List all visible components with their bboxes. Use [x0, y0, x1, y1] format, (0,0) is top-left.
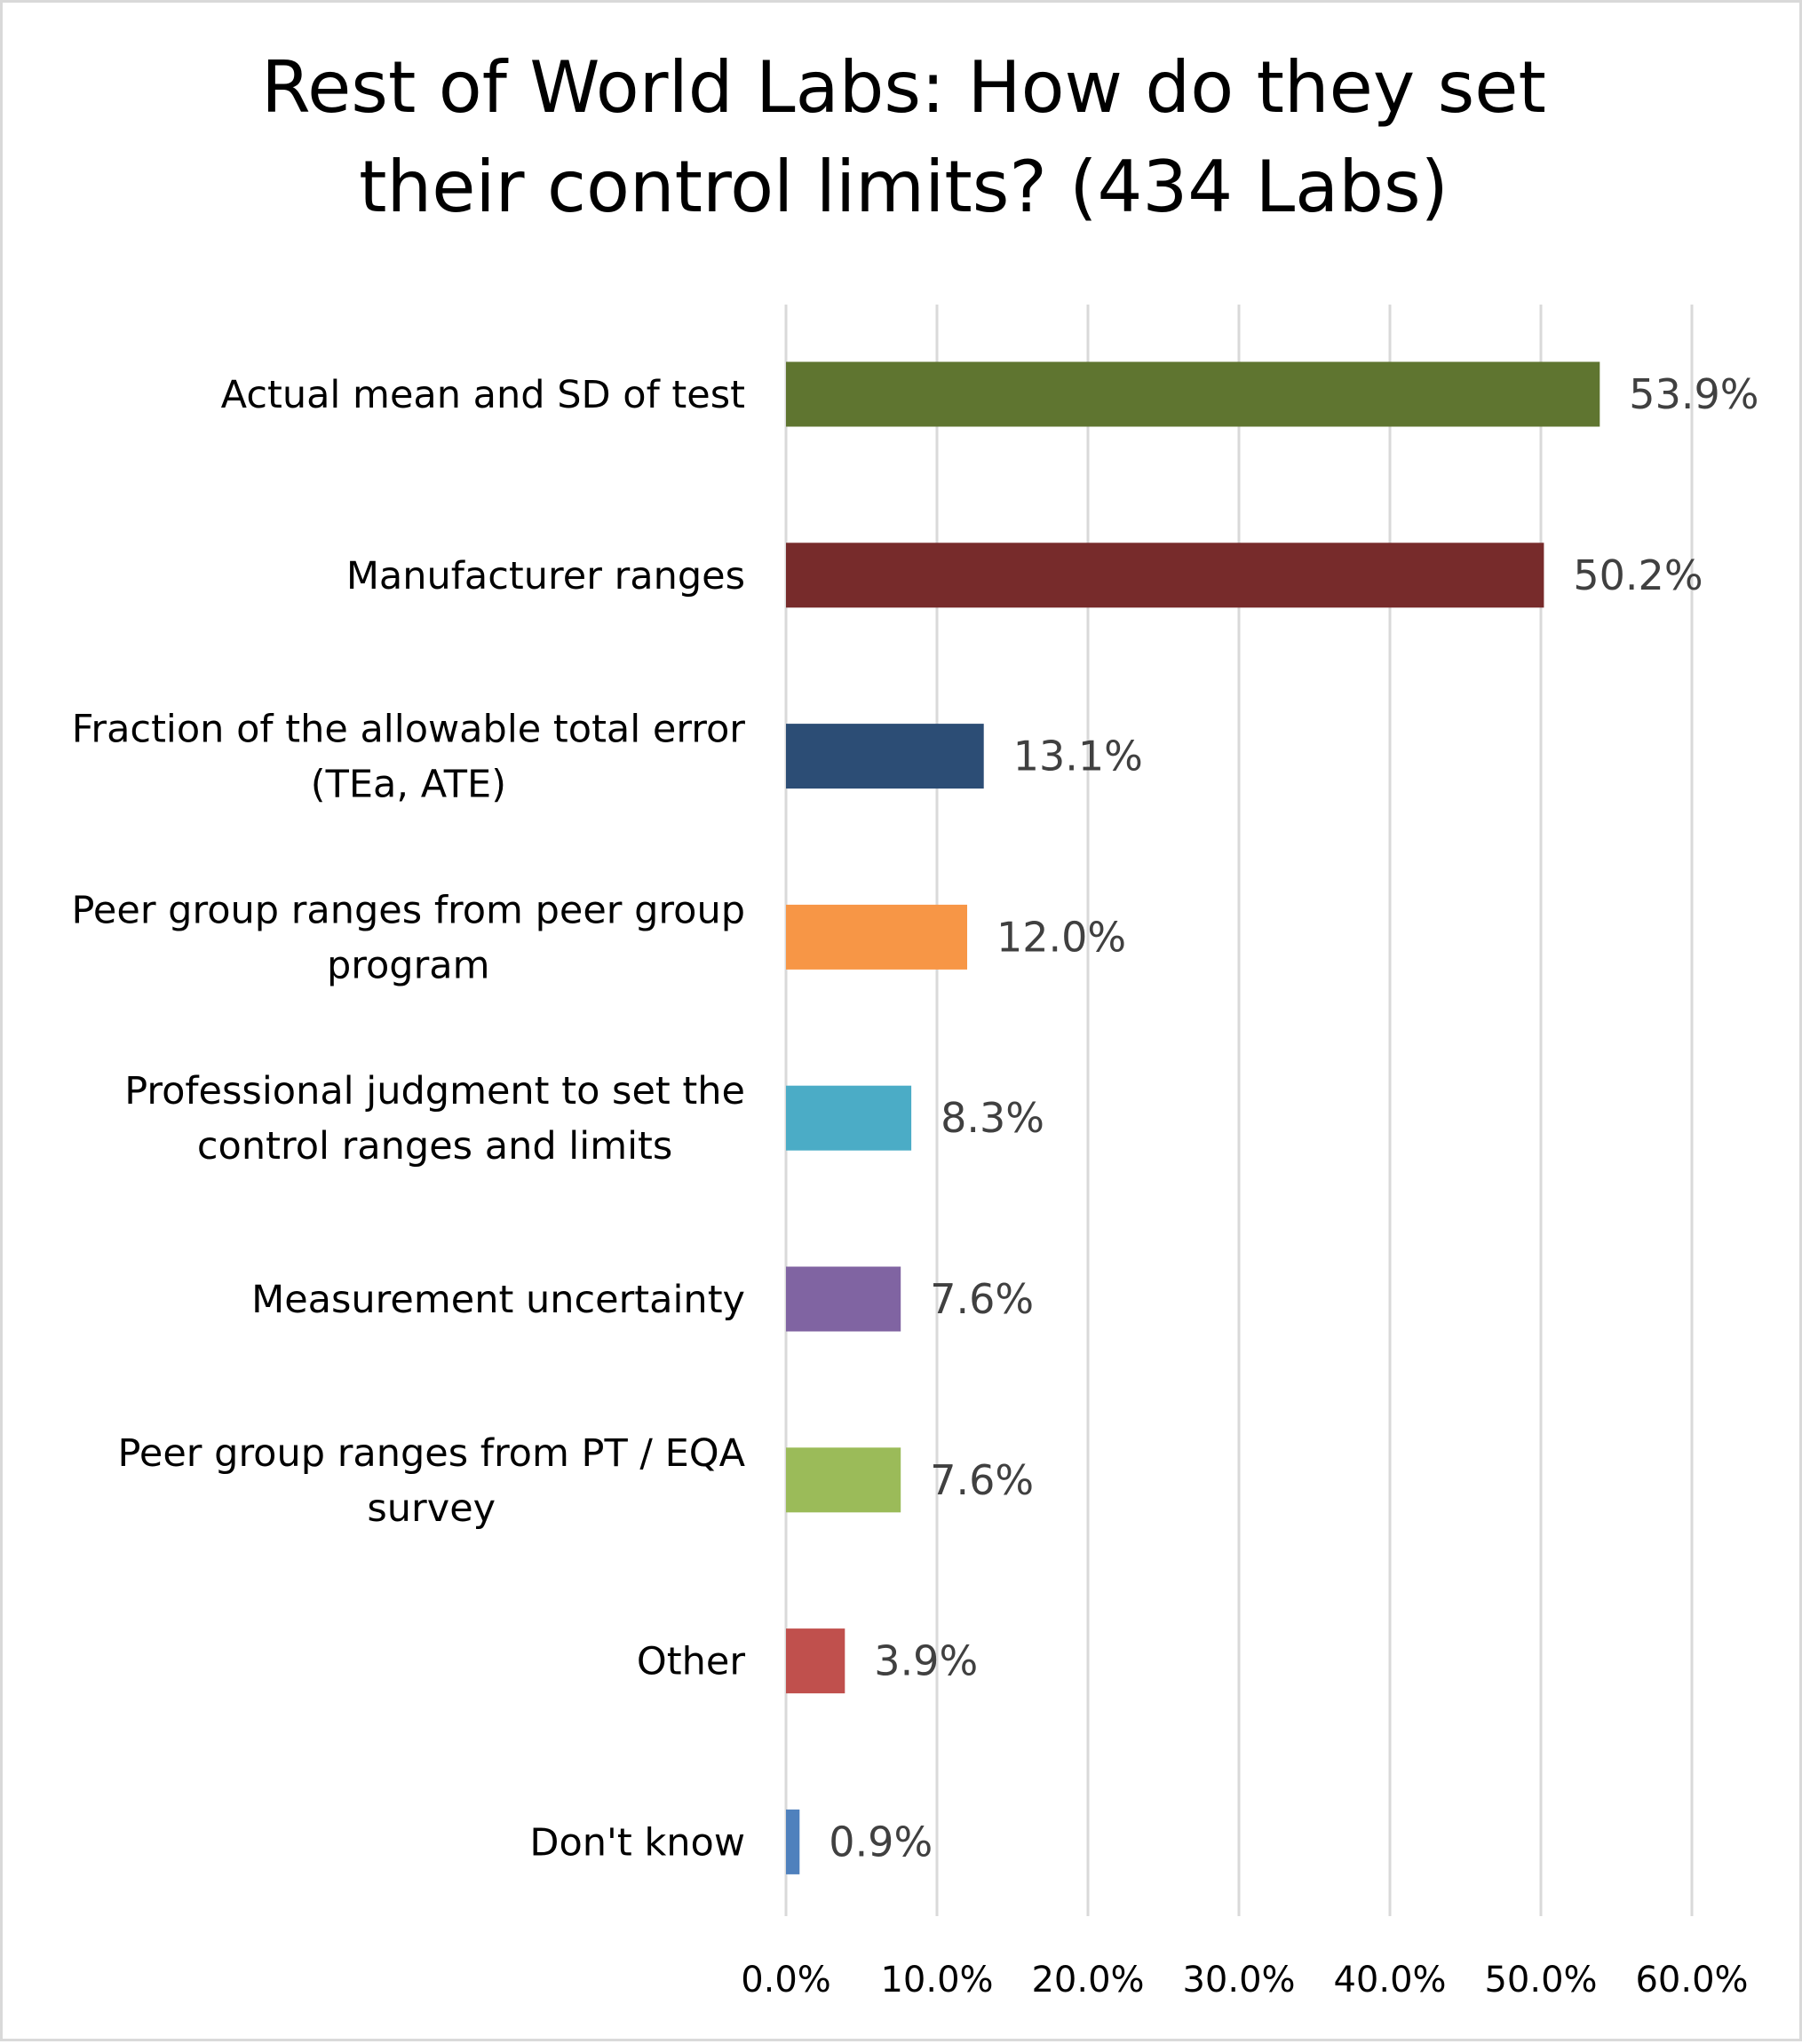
bar — [786, 904, 967, 970]
category-label-line: survey — [367, 1486, 496, 1531]
data-label: 50.2% — [1573, 551, 1703, 599]
bar — [786, 1809, 800, 1874]
x-tick-label: 0.0% — [741, 1960, 831, 2000]
data-label: 7.6% — [930, 1275, 1034, 1323]
data-label: 13.1% — [1013, 733, 1143, 780]
bar — [786, 1085, 912, 1151]
category-label: Don't know — [529, 1820, 745, 1865]
x-tick-label: 60.0% — [1635, 1960, 1748, 2000]
category-label-line: Don't know — [529, 1820, 745, 1865]
category-label-line: Professional judgment to set the — [124, 1069, 745, 1113]
bar — [786, 361, 1600, 427]
data-label: 3.9% — [874, 1637, 978, 1685]
category-label-line: Peer group ranges from peer group — [72, 888, 745, 932]
category-label: Manufacturer ranges — [346, 554, 745, 598]
bar — [786, 543, 1544, 608]
data-label: 8.3% — [941, 1094, 1044, 1142]
category-label: Peer group ranges from PT / EQA survey — [118, 1431, 746, 1531]
x-tick-label: 30.0% — [1182, 1960, 1295, 2000]
bar-chart: 0.0% 10.0% 20.0% 30.0% 40.0% 50.0% 60.0% 53.9% A… — [72, 305, 1758, 2000]
category-label-line: Other — [637, 1640, 745, 1684]
data-label: 7.6% — [930, 1456, 1034, 1504]
bar — [786, 724, 984, 789]
category-label: Peer group ranges from peer group program — [72, 888, 745, 987]
chart-title: Rest of World Labs: How do they set thei… — [3, 38, 1802, 237]
category-label-line: Actual mean and SD of test — [221, 373, 745, 417]
x-tick-label: 50.0% — [1484, 1960, 1597, 2000]
category-label-line: Fraction of the allowable total error — [72, 708, 746, 752]
category-label-line: program — [327, 943, 490, 987]
bar — [786, 1447, 901, 1513]
category-label-line: (TEa, ATE) — [311, 763, 506, 807]
bar — [786, 1628, 845, 1694]
bar — [786, 1266, 901, 1332]
category-label: Actual mean and SD of test — [221, 373, 745, 417]
x-tick-label: 10.0% — [880, 1960, 993, 2000]
category-label-line: Measurement uncertainty — [251, 1278, 745, 1322]
category-label-line: Manufacturer ranges — [346, 554, 745, 598]
category-label: Professional judgment to set the control … — [124, 1069, 745, 1169]
category-label-line: Peer group ranges from PT / EQA — [118, 1431, 746, 1476]
category-label: Measurement uncertainty — [251, 1278, 745, 1322]
chart-title-line-1: Rest of World Labs: How do they set — [261, 46, 1546, 129]
category-label: Fraction of the allowable total error (TE… — [72, 708, 746, 807]
data-label: 12.0% — [996, 913, 1126, 961]
x-tick-label: 20.0% — [1031, 1960, 1144, 2000]
x-tick-label: 40.0% — [1333, 1960, 1446, 2000]
data-label: 53.9% — [1629, 370, 1758, 418]
category-label: Other — [637, 1640, 745, 1684]
category-label-line: control ranges and limits — [197, 1124, 672, 1169]
chart-title-line-2: their control limits? (434 Labs) — [359, 146, 1449, 228]
data-label: 0.9% — [829, 1818, 933, 1866]
